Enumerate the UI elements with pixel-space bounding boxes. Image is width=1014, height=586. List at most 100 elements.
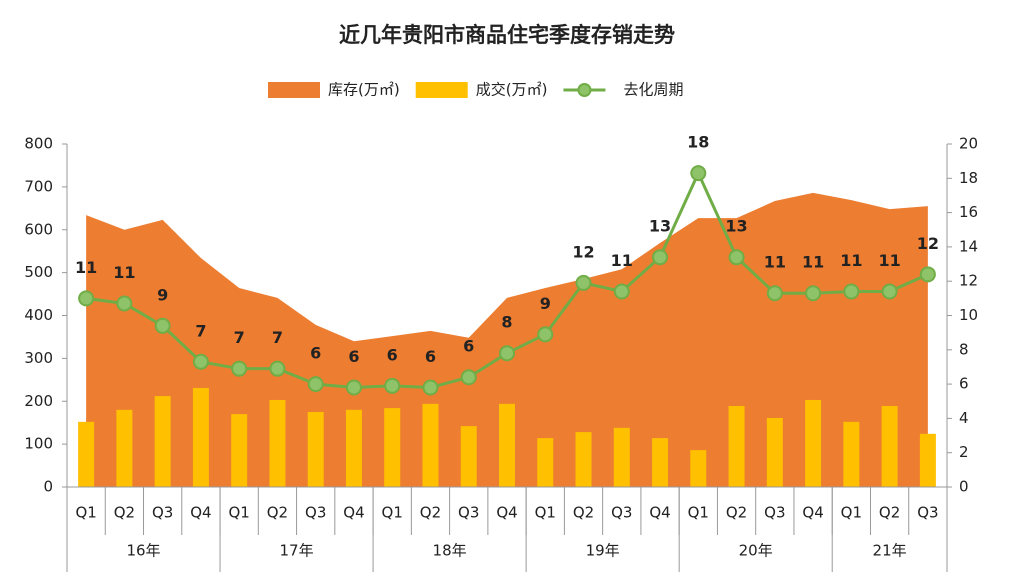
x-tick-label: Q2	[879, 504, 900, 522]
x-tick-label: Q4	[802, 504, 823, 522]
area	[86, 192, 928, 487]
bar	[499, 403, 515, 487]
value-label: 11	[113, 263, 135, 282]
line-marker	[154, 317, 171, 334]
bar	[422, 403, 439, 487]
x-tick-label: Q2	[726, 504, 747, 522]
bar	[652, 438, 669, 487]
line-marker	[231, 360, 248, 377]
x-tick-label: Q4	[343, 504, 364, 522]
value-label: 6	[463, 337, 474, 356]
line-marker	[116, 295, 133, 312]
y2-tick-label: 8	[959, 340, 969, 358]
x-tick-label: Q1	[75, 504, 96, 522]
line-marker	[881, 283, 898, 300]
y2-tick-label: 0	[959, 478, 969, 496]
x-tick-label: Q3	[152, 504, 173, 522]
y2-tick-label: 16	[959, 203, 978, 221]
x-tick-label: Q1	[382, 504, 403, 522]
line-marker	[307, 376, 324, 393]
line-marker	[766, 285, 783, 302]
x-tick-label: Q3	[764, 504, 785, 522]
value-label: 9	[540, 294, 551, 313]
x-group-label: 16年	[126, 542, 160, 560]
x-group-label: 18年	[433, 542, 467, 560]
x-tick-label: Q4	[649, 504, 670, 522]
x-tick-label: Q2	[267, 504, 288, 522]
x-tick-label: Q2	[420, 504, 441, 522]
value-label: 6	[310, 344, 321, 363]
bar	[269, 399, 286, 487]
y2-tick-label: 2	[959, 443, 969, 461]
line-marker	[575, 274, 592, 291]
value-label: 11	[840, 251, 862, 270]
line-marker	[499, 345, 515, 362]
value-label: 7	[195, 321, 206, 340]
value-label: 12	[572, 242, 594, 261]
value-label: 7	[234, 328, 245, 347]
bar	[728, 405, 745, 487]
line-marker	[269, 360, 286, 377]
line-marker	[919, 266, 936, 283]
line-marker	[805, 285, 822, 302]
x-tick-label: Q4	[496, 504, 517, 522]
x-tick-label: Q2	[573, 504, 594, 522]
bar	[575, 432, 592, 487]
bar	[843, 421, 860, 487]
y2-tick-label: 18	[959, 169, 978, 187]
line-marker	[460, 369, 477, 386]
x-tick-label: Q4	[190, 504, 211, 522]
y-tick-label: 300	[24, 349, 53, 367]
y-tick-label: 800	[24, 135, 53, 153]
bar	[805, 399, 822, 487]
bar	[537, 438, 554, 487]
x-group-label: 21年	[873, 542, 907, 560]
value-label: 6	[387, 345, 398, 364]
line-marker	[613, 283, 630, 300]
legend-swatch	[577, 83, 592, 97]
bar	[116, 409, 133, 487]
value-label: 7	[272, 328, 283, 347]
y2-tick-label: 12	[959, 272, 978, 290]
y-tick-label: 200	[24, 392, 53, 410]
y2-tick-label: 14	[959, 237, 978, 255]
line-marker	[652, 249, 669, 266]
legend-swatch	[415, 82, 468, 98]
x-tick-label: Q1	[228, 504, 249, 522]
y2-tick-label: 10	[959, 306, 978, 324]
legend-swatch	[268, 82, 320, 98]
x-tick-label: Q2	[114, 504, 135, 522]
x-group-label: 20年	[739, 542, 773, 560]
bar	[307, 411, 324, 487]
bar	[881, 405, 898, 487]
bar	[460, 426, 477, 487]
bar	[766, 417, 783, 487]
line-marker	[384, 377, 401, 394]
y-tick-label: 400	[24, 306, 53, 324]
y-tick-label: 600	[24, 220, 53, 238]
value-label: 8	[501, 313, 512, 332]
legend-label: 去化周期	[623, 81, 683, 99]
y-tick-label: 100	[24, 435, 53, 453]
line-marker	[78, 290, 95, 307]
bar	[154, 396, 171, 487]
line-marker	[728, 249, 745, 266]
value-label: 6	[425, 347, 436, 366]
legend-label: 库存(万㎡)	[328, 81, 400, 99]
x-group-label: 17年	[280, 542, 314, 560]
x-tick-label: Q3	[305, 504, 326, 522]
line-marker	[345, 379, 362, 396]
y2-tick-label: 20	[959, 135, 978, 153]
bar	[384, 408, 401, 487]
x-tick-label: Q1	[535, 504, 556, 522]
y-tick-label: 0	[43, 478, 53, 496]
value-label: 11	[802, 253, 824, 272]
value-label: 12	[917, 234, 939, 253]
x-tick-label: Q1	[841, 504, 862, 522]
y2-tick-label: 6	[959, 375, 969, 393]
bar	[231, 414, 248, 487]
y-tick-label: 500	[24, 263, 53, 281]
bar	[690, 450, 707, 487]
value-label: 11	[75, 258, 97, 277]
value-label: 13	[649, 217, 671, 236]
